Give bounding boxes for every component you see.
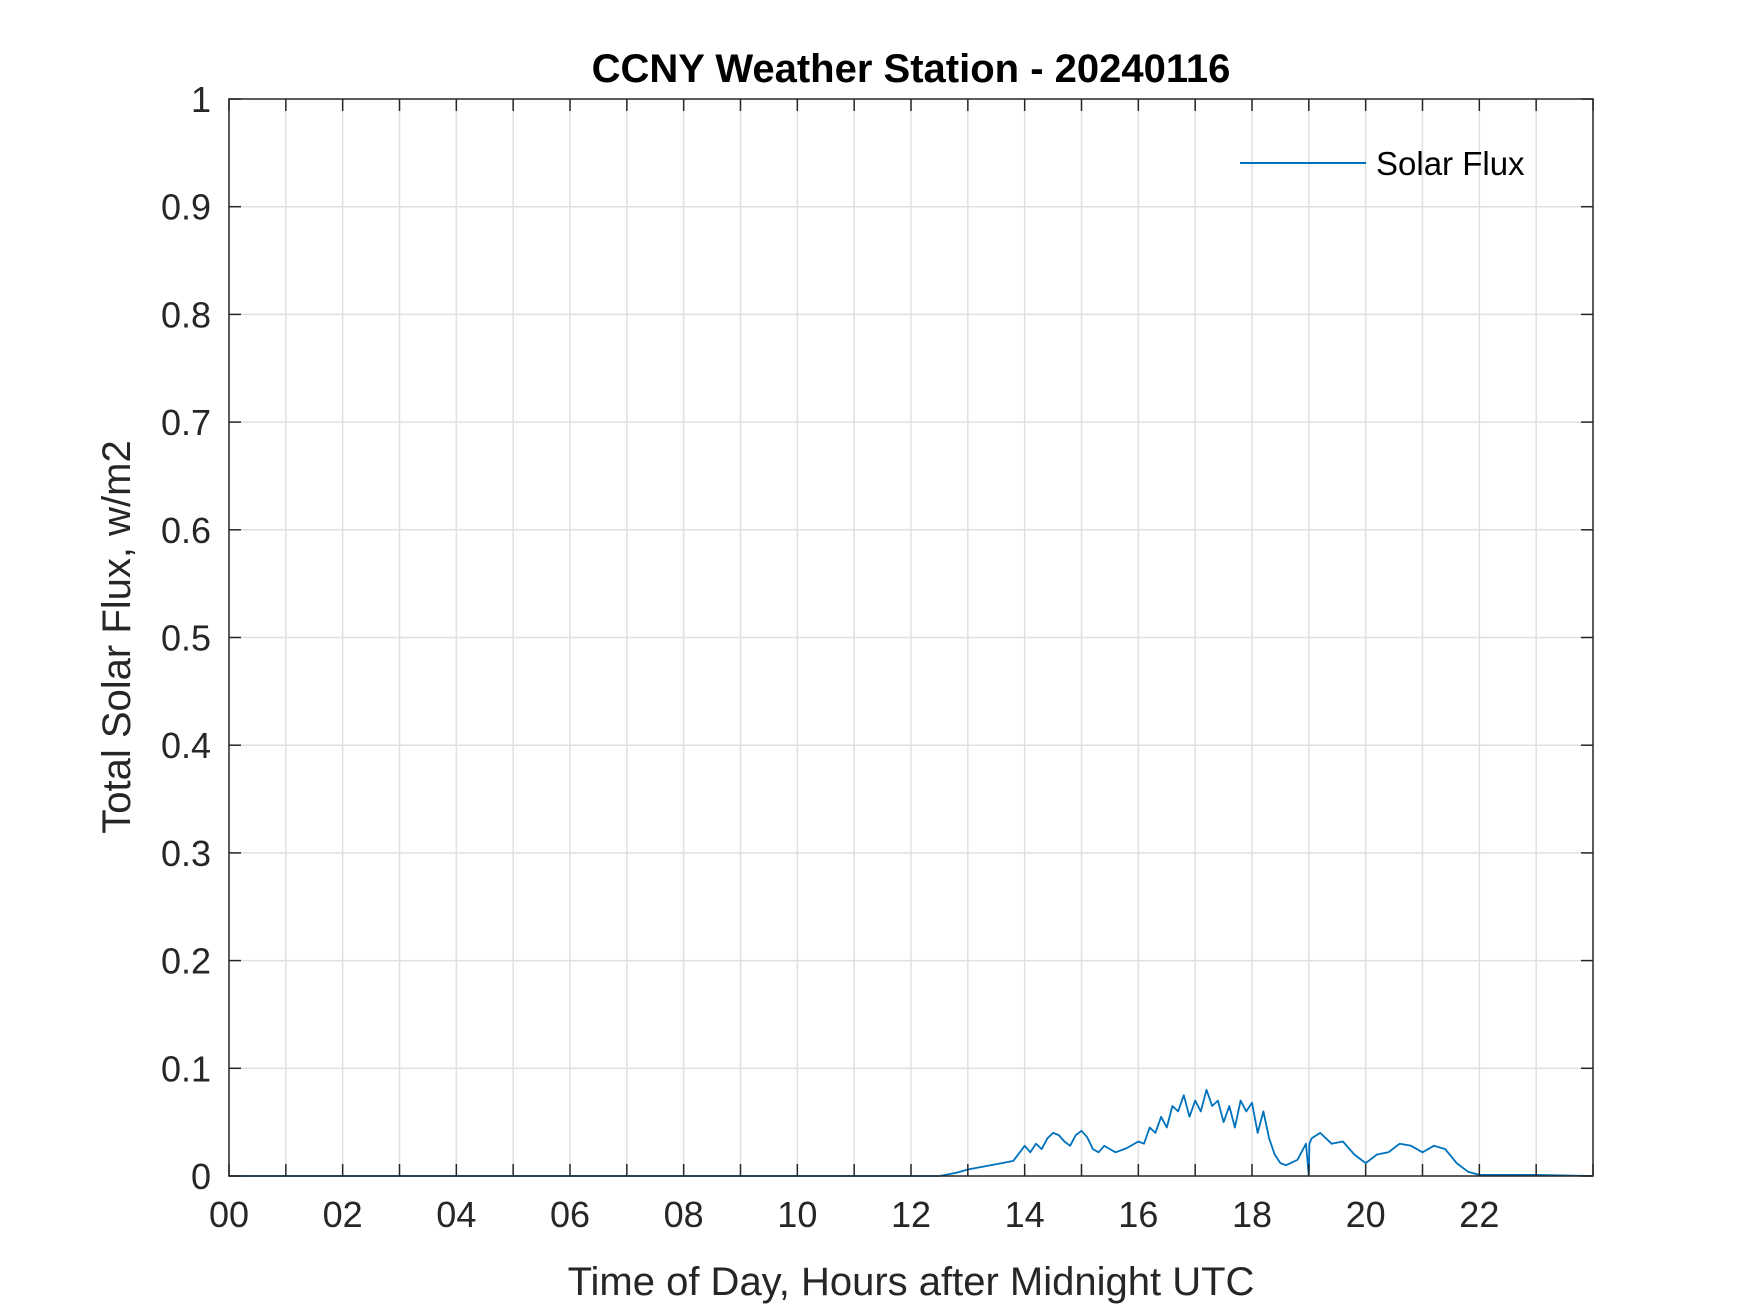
legend[interactable]: Solar Flux	[1240, 145, 1525, 182]
x-tick-label: 12	[891, 1194, 931, 1235]
x-axis-label: Time of Day, Hours after Midnight UTC	[568, 1260, 1255, 1304]
series-line-solar-flux	[229, 1088, 1594, 1177]
x-tick-label: 14	[1005, 1194, 1045, 1235]
x-tick-label: 10	[777, 1194, 817, 1235]
y-tick-label: 0.3	[161, 833, 211, 874]
x-tick-label: 08	[664, 1194, 704, 1235]
y-tick-label: 0.6	[161, 510, 211, 551]
x-tick-label: 18	[1232, 1194, 1272, 1235]
x-tick-label: 20	[1346, 1194, 1386, 1235]
y-axis-label: Total Solar Flux, w/m2	[95, 440, 139, 833]
y-tick-label: 0.2	[161, 941, 211, 982]
y-tick-label: 0.5	[161, 618, 211, 659]
x-tick-label: 00	[209, 1194, 249, 1235]
y-tick-label: 0.8	[161, 294, 211, 335]
axes	[228, 98, 1594, 1177]
y-tick-label: 0.7	[161, 402, 211, 443]
y-tick-label: 0	[191, 1156, 211, 1197]
y-tick-label: 1	[191, 79, 211, 120]
y-tick-label: 0.4	[161, 725, 211, 766]
x-tick-label: 16	[1118, 1194, 1158, 1235]
y-tick-label: 0.1	[161, 1048, 211, 1089]
y-tick-label: 0.9	[161, 187, 211, 228]
tick-labels: 00 02 04 06 08 10 12 14 16 18 20 22 0 0.1 0.2 0.3 0.4 0.5…	[161, 79, 1499, 1235]
legend-label-solar-flux: Solar Flux	[1376, 145, 1525, 182]
chart-title: CCNY Weather Station - 20240116	[592, 47, 1231, 91]
x-tick-label: 22	[1459, 1194, 1499, 1235]
grid	[229, 99, 1593, 1176]
x-tick-label: 02	[323, 1194, 363, 1235]
x-tick-label: 06	[550, 1194, 590, 1235]
series-layer	[229, 1088, 1594, 1177]
x-tick-label: 04	[436, 1194, 476, 1235]
